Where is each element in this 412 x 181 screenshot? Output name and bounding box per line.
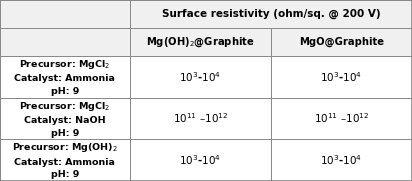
Bar (130, 98, 271, 139)
Text: Surface resistivity (ohm/sq. @ 200 V): Surface resistivity (ohm/sq. @ 200 V) (162, 9, 380, 19)
Text: Precursor: Mg(OH)$_2$
Catalyst: Ammonia
pH: 9: Precursor: Mg(OH)$_2$ Catalyst: Ammonia … (12, 141, 118, 179)
Text: $10^{11}$ –$10^{12}$: $10^{11}$ –$10^{12}$ (314, 112, 369, 125)
Text: $10^3$-$10^4$: $10^3$-$10^4$ (179, 70, 221, 84)
Bar (0, 98, 130, 139)
Text: $10^3$-$10^4$: $10^3$-$10^4$ (320, 70, 363, 84)
Text: MgO@Graphite: MgO@Graphite (299, 37, 384, 47)
Text: Precursor: MgCl$_2$
Catalyst: NaOH
pH: 9: Precursor: MgCl$_2$ Catalyst: NaOH pH: 9 (19, 100, 110, 138)
Bar (0, 28, 130, 56)
Text: Mg(OH)$_2$@Graphite: Mg(OH)$_2$@Graphite (146, 35, 255, 49)
Bar (271, 139, 412, 181)
Bar (130, 0, 412, 28)
Bar (271, 98, 412, 139)
Bar (130, 56, 271, 98)
Bar (130, 28, 271, 56)
Bar (0, 56, 130, 98)
Text: $10^3$-$10^4$: $10^3$-$10^4$ (179, 153, 221, 167)
Bar (271, 28, 412, 56)
Text: Precursor: MgCl$_2$
Catalyst: Ammonia
pH: 9: Precursor: MgCl$_2$ Catalyst: Ammonia pH… (14, 58, 115, 96)
Bar (0, 0, 130, 28)
Bar (0, 139, 130, 181)
Text: $10^{11}$ –$10^{12}$: $10^{11}$ –$10^{12}$ (173, 112, 228, 125)
Bar (271, 56, 412, 98)
Text: $10^3$-$10^4$: $10^3$-$10^4$ (320, 153, 363, 167)
Bar (130, 139, 271, 181)
